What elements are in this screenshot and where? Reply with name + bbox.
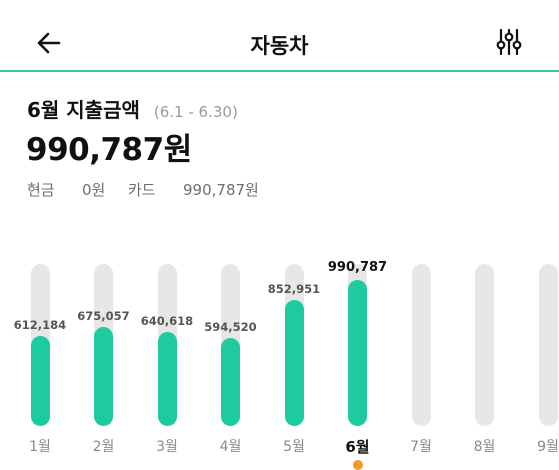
- month-label[interactable]: 4월: [219, 439, 242, 455]
- bar-3월[interactable]: [157, 332, 177, 426]
- month-label[interactable]: 2월: [92, 439, 115, 455]
- total-amount: 990,787원: [26, 132, 192, 168]
- bar-track[interactable]: [411, 264, 431, 426]
- month-label[interactable]: 6월: [345, 438, 370, 456]
- selected-month-dot: [352, 460, 363, 470]
- bar-5월[interactable]: [284, 300, 304, 426]
- bar-value-label: 640,618: [140, 314, 194, 328]
- back-button[interactable]: [34, 28, 64, 58]
- bar-value-label: 852,951: [267, 282, 321, 296]
- bar-value-label: 594,520: [204, 320, 257, 334]
- page-title: 자동차: [250, 34, 309, 58]
- card-value: 990,787원: [183, 181, 259, 199]
- bar-value-label: 612,184: [13, 318, 67, 332]
- month-label[interactable]: 3월: [156, 439, 178, 455]
- card-label: 카드: [128, 181, 156, 199]
- bar-6월[interactable]: [348, 280, 367, 426]
- period-heading: 6월 지출금액 (6.1 - 6.30): [27, 94, 238, 123]
- bar-1월[interactable]: [30, 336, 50, 426]
- sliders-icon: [496, 28, 522, 56]
- bar-2월[interactable]: [94, 327, 113, 426]
- month-label[interactable]: 9월: [537, 439, 559, 455]
- monthly-bar-chart: 612,184 1월 675,057 2월 640,618 3월 594,520 4월 852,…: [0, 230, 559, 470]
- cash-label: 현금: [27, 181, 55, 199]
- period-title: 6월 지출금액: [27, 98, 140, 122]
- bar-4월[interactable]: [221, 338, 240, 426]
- arrow-left-icon: [37, 32, 61, 54]
- cash-value: 0원: [82, 181, 106, 199]
- bar-track[interactable]: [475, 264, 494, 426]
- bar-value-label: 675,057: [77, 309, 130, 323]
- filter-button[interactable]: [494, 27, 524, 57]
- period-range: (6.1 - 6.30): [153, 103, 238, 121]
- month-label[interactable]: 5월: [283, 439, 305, 455]
- month-label[interactable]: 7월: [410, 439, 432, 455]
- month-label[interactable]: 1월: [29, 439, 51, 455]
- month-label[interactable]: 8월: [473, 439, 496, 455]
- bar-track[interactable]: [538, 264, 558, 426]
- bar-value-label: 990,787: [327, 260, 388, 275]
- app-header: 자동차: [0, 0, 559, 72]
